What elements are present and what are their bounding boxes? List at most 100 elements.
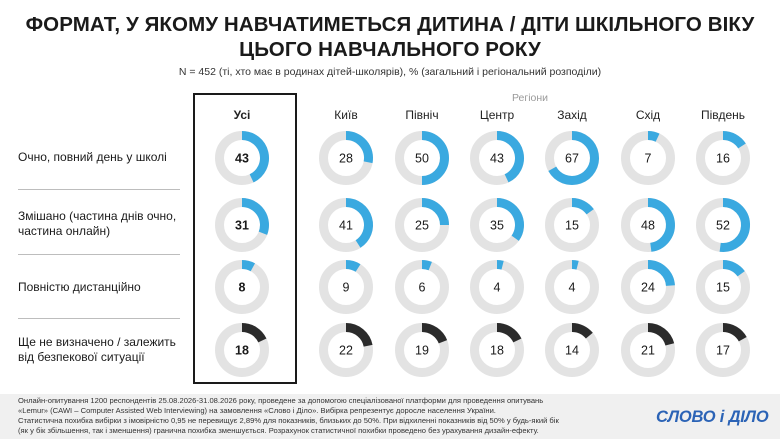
donut-value-label: 31 (235, 219, 249, 233)
column-header: Центр (479, 108, 515, 122)
row-label: Очно, повний день у школі (18, 150, 167, 164)
donut-segment (345, 259, 361, 272)
column-header: Схід (635, 108, 661, 122)
donut-segment (345, 198, 373, 248)
donut-value-label: 15 (716, 281, 730, 295)
donut: 43 (215, 131, 269, 185)
donut-value-label: 7 (645, 152, 652, 166)
donut-value-label: 21 (641, 344, 655, 358)
column-header: Київ (334, 108, 358, 122)
donut: 6 (395, 260, 449, 314)
donut-segment (571, 260, 579, 270)
donut-segment (722, 260, 745, 277)
donut: 35 (470, 198, 524, 252)
donut-segment (421, 198, 449, 226)
donut-segment (548, 131, 599, 185)
donut-value-label: 18 (490, 344, 504, 358)
column-header: Південь (700, 108, 746, 122)
row-label: Ще не визначено / залежить від безпеково… (18, 335, 176, 364)
donut: 18 (470, 323, 524, 377)
donut: 18 (215, 323, 269, 377)
donut: 15 (545, 198, 599, 252)
donut-segment (241, 259, 256, 272)
donut-segment (241, 198, 269, 235)
donut-value-label: 67 (565, 152, 579, 166)
row-label: Повністю дистанційно (18, 280, 141, 294)
donut-segment (571, 198, 594, 215)
donut-value-label: 4 (494, 281, 501, 295)
donut: 25 (395, 198, 449, 252)
donut-segment (647, 260, 675, 287)
total-column-frame (193, 93, 297, 384)
donut-segment (647, 198, 675, 252)
donut-segment (571, 323, 593, 339)
donut-value-label: 48 (641, 219, 655, 233)
donut: 28 (319, 131, 373, 185)
donut-value-label: 14 (565, 344, 579, 358)
methodology-note: Онлайн-опитування 1200 респондентів 25.0… (18, 396, 578, 436)
donut: 52 (696, 198, 751, 252)
row-label: Змішано (частина днів очно, частина онла… (18, 209, 177, 238)
donut: 4 (545, 260, 599, 314)
donut-segment (496, 260, 504, 270)
donut-value-label: 19 (415, 344, 429, 358)
methodology-line: Статистична похибка вибірки з імовірніст… (18, 416, 559, 425)
donut: 9 (319, 259, 373, 314)
donut-segment (241, 323, 267, 343)
column-header: Північ (405, 108, 439, 122)
regions-label: Регіони (512, 92, 549, 104)
donut: 19 (395, 323, 449, 377)
donut: 21 (621, 323, 675, 377)
donut-segment (421, 260, 432, 271)
title-line-2: ЦЬОГО НАВЧАЛЬНОГО РОКУ (239, 38, 541, 61)
donut: 4 (470, 260, 524, 314)
donut: 17 (696, 323, 750, 377)
donut-value-label: 35 (490, 219, 504, 233)
donut-segment (421, 323, 448, 344)
donut: 31 (215, 198, 269, 252)
donut-value-label: 24 (641, 281, 655, 295)
donut-value-label: 43 (235, 152, 249, 166)
donut: 15 (696, 260, 750, 314)
donut-segment (496, 198, 524, 241)
donut: 14 (545, 323, 599, 377)
donut-segment (241, 131, 269, 183)
donut: 43 (470, 131, 524, 185)
row-divider (18, 318, 180, 319)
row-divider (18, 189, 180, 190)
methodology-line: Онлайн-опитування 1200 респондентів 25.0… (18, 396, 544, 405)
donut-segment (496, 131, 524, 183)
donut-value-label: 25 (415, 219, 429, 233)
chart-subtitle: N = 452 (ті, хто має в родинах дітей-шко… (178, 66, 602, 78)
footer-bar (0, 394, 780, 439)
donut: 48 (621, 198, 675, 252)
donut-value-label: 17 (716, 344, 730, 358)
donut-value-label: 28 (339, 152, 353, 166)
title-line-1: ФОРМАТ, У ЯКОМУ НАВЧАТИМЕТЬСЯ ДИТИНА / Д… (25, 13, 755, 36)
donut: 22 (319, 323, 373, 377)
donut-segment (345, 131, 373, 164)
donut-value-label: 18 (235, 344, 249, 358)
donut-segment (719, 198, 751, 252)
donut-value-label: 16 (716, 152, 730, 166)
donut: 8 (215, 259, 269, 314)
donut: 50 (395, 131, 449, 185)
page-title: ФОРМАТ, У ЯКОМУ НАВЧАТИМЕТЬСЯ ДИТИНА / Д… (0, 12, 780, 62)
donut-segment (722, 131, 746, 149)
donut-value-label: 52 (716, 219, 730, 233)
donut-value-label: 41 (339, 219, 353, 233)
donut-value-label: 22 (339, 344, 353, 358)
donut-segment (647, 323, 675, 346)
donut: 24 (621, 260, 675, 314)
donut-segment (722, 323, 747, 342)
column-header: Усі (233, 108, 251, 122)
donut-segment (345, 323, 373, 347)
donut-value-label: 4 (569, 281, 576, 295)
donut-value-label: 15 (565, 219, 579, 233)
donut-segment (647, 131, 660, 142)
donut-value-label: 6 (419, 281, 426, 295)
row-divider (18, 254, 180, 255)
donut: 7 (621, 131, 675, 185)
donut-segment (496, 323, 522, 343)
